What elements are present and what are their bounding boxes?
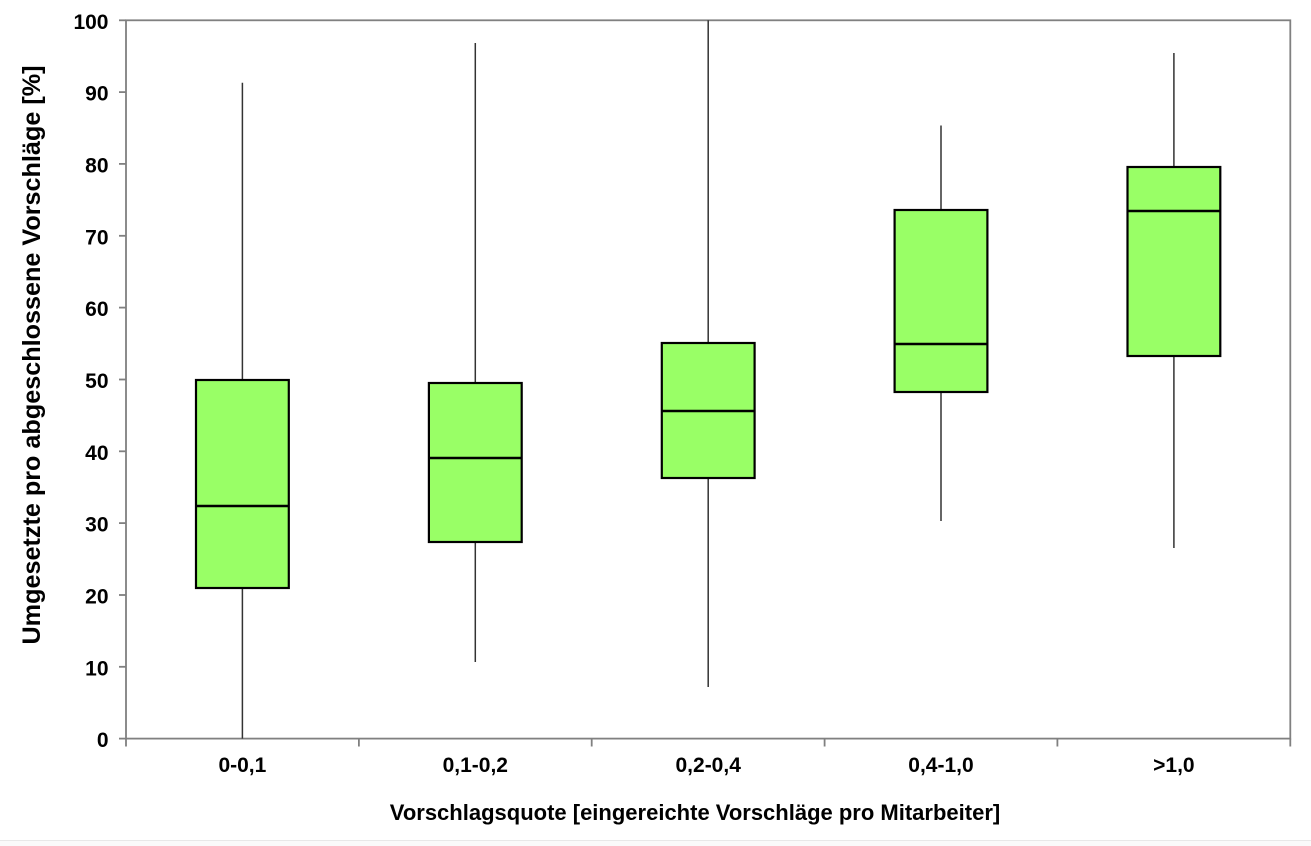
svg-text:50: 50 xyxy=(85,370,108,393)
svg-text:90: 90 xyxy=(85,83,108,106)
svg-text:30: 30 xyxy=(85,514,108,537)
svg-text:Vorschlagsquote [eingereichte: Vorschlagsquote [eingereichte Vorschläge… xyxy=(390,800,1000,825)
svg-text:Umgesetzte pro abgeschlossene: Umgesetzte pro abgeschlossene Vorschläge… xyxy=(18,65,46,644)
svg-text:100: 100 xyxy=(73,11,108,34)
svg-text:0,2-0,4: 0,2-0,4 xyxy=(676,754,742,777)
svg-text:10: 10 xyxy=(85,657,108,680)
svg-text:40: 40 xyxy=(85,442,108,465)
svg-text:70: 70 xyxy=(85,226,108,249)
svg-text:0,4-1,0: 0,4-1,0 xyxy=(908,754,973,777)
svg-text:60: 60 xyxy=(85,298,108,321)
svg-text:80: 80 xyxy=(85,154,108,177)
svg-text:0-0,1: 0-0,1 xyxy=(218,754,266,777)
svg-text:0: 0 xyxy=(97,729,109,752)
svg-text:20: 20 xyxy=(85,586,108,609)
svg-text:>1,0: >1,0 xyxy=(1153,754,1194,777)
svg-text:0,1-0,2: 0,1-0,2 xyxy=(443,754,508,777)
